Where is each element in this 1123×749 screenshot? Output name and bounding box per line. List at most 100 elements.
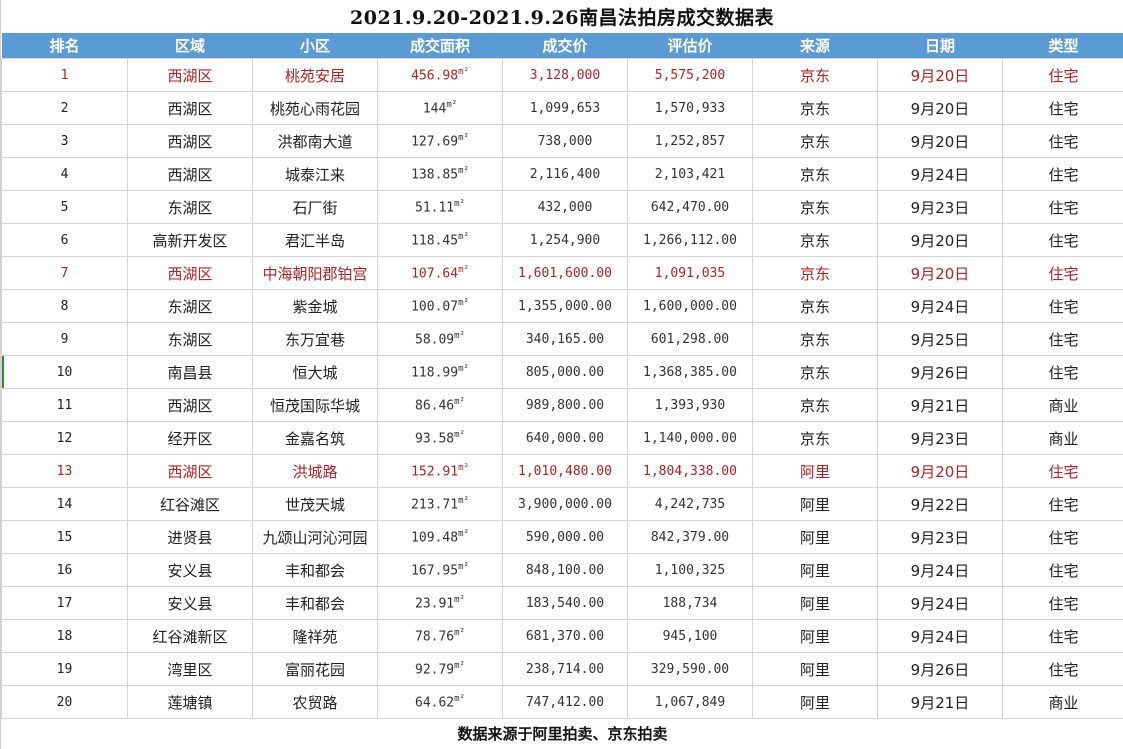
table-row[interactable]: 16 安义县 丰和都会 167.95m² 848,100.00 1,100,325 阿里 9月… xyxy=(1,553,1123,587)
district-cell[interactable]: 西湖区 xyxy=(127,124,253,158)
rank-cell[interactable]: 18 xyxy=(1,619,128,653)
deal-price-cell[interactable]: 340,165.00 xyxy=(502,322,628,356)
deal-price-cell[interactable]: 848,100.00 xyxy=(502,553,628,587)
deal-price-cell[interactable]: 681,370.00 xyxy=(502,619,628,653)
community-cell[interactable]: 东万宜巷 xyxy=(252,322,378,356)
rank-cell[interactable]: 4 xyxy=(1,157,128,191)
date-cell[interactable]: 9月26日 xyxy=(877,355,1003,389)
community-cell[interactable]: 恒大城 xyxy=(252,355,378,389)
area-cell[interactable]: 58.09m² xyxy=(377,322,503,356)
source-cell[interactable]: 阿里 xyxy=(752,685,878,719)
date-cell[interactable]: 9月23日 xyxy=(877,520,1003,554)
deal-price-cell[interactable]: 747,412.00 xyxy=(502,685,628,719)
column-header-district[interactable]: 区域 xyxy=(127,33,253,59)
area-cell[interactable]: 93.58m² xyxy=(377,421,503,455)
appraisal-cell[interactable]: 4,242,735 xyxy=(627,487,753,521)
column-header-appraisal[interactable]: 评估价 xyxy=(627,33,753,59)
appraisal-cell[interactable]: 1,266,112.00 xyxy=(627,223,753,257)
area-cell[interactable]: 23.91m² xyxy=(377,586,503,620)
date-cell[interactable]: 9月20日 xyxy=(877,223,1003,257)
district-cell[interactable]: 西湖区 xyxy=(127,157,253,191)
source-cell[interactable]: 京东 xyxy=(752,223,878,257)
deal-price-cell[interactable]: 989,800.00 xyxy=(502,388,628,422)
district-cell[interactable]: 南昌县 xyxy=(127,355,253,389)
type-cell[interactable]: 住宅 xyxy=(1002,223,1123,257)
source-cell[interactable]: 阿里 xyxy=(752,586,878,620)
rank-cell[interactable]: 16 xyxy=(1,553,128,587)
area-cell[interactable]: 118.45m² xyxy=(377,223,503,257)
rank-cell[interactable]: 9 xyxy=(1,322,128,356)
date-cell[interactable]: 9月20日 xyxy=(877,124,1003,158)
community-cell[interactable]: 桃苑心雨花园 xyxy=(252,91,378,125)
source-cell[interactable]: 阿里 xyxy=(752,553,878,587)
table-row[interactable]: 12 经开区 金嘉名筑 93.58m² 640,000.00 1,140,000.00 京东… xyxy=(1,421,1123,455)
table-row[interactable]: 3 西湖区 洪都南大道 127.69m² 738,000 1,252,857 京东 9月20日… xyxy=(1,124,1123,158)
source-cell[interactable]: 阿里 xyxy=(752,619,878,653)
column-header-area[interactable]: 成交面积 xyxy=(377,33,503,59)
rank-cell[interactable]: 8 xyxy=(1,289,128,323)
appraisal-cell[interactable]: 945,100 xyxy=(627,619,753,653)
type-cell[interactable]: 住宅 xyxy=(1002,652,1123,686)
rank-cell[interactable]: 3 xyxy=(1,124,128,158)
area-cell[interactable]: 92.79m² xyxy=(377,652,503,686)
community-cell[interactable]: 世茂天城 xyxy=(252,487,378,521)
type-cell[interactable]: 住宅 xyxy=(1002,91,1123,125)
community-cell[interactable]: 紫金城 xyxy=(252,289,378,323)
deal-price-cell[interactable]: 1,099,653 xyxy=(502,91,628,125)
community-cell[interactable]: 九颂山河沁河园 xyxy=(252,520,378,554)
community-cell[interactable]: 城泰江来 xyxy=(252,157,378,191)
district-cell[interactable]: 进贤县 xyxy=(127,520,253,554)
type-cell[interactable]: 住宅 xyxy=(1002,619,1123,653)
type-cell[interactable]: 商业 xyxy=(1002,421,1123,455)
district-cell[interactable]: 红谷滩区 xyxy=(127,487,253,521)
column-header-rank[interactable]: 排名 xyxy=(1,33,128,59)
table-row[interactable]: 9 东湖区 东万宜巷 58.09m² 340,165.00 601,298.00 京东 9月2… xyxy=(1,322,1123,356)
district-cell[interactable]: 东湖区 xyxy=(127,289,253,323)
deal-price-cell[interactable]: 1,010,480.00 xyxy=(502,454,628,488)
area-cell[interactable]: 144m² xyxy=(377,91,503,125)
date-cell[interactable]: 9月23日 xyxy=(877,190,1003,224)
appraisal-cell[interactable]: 601,298.00 xyxy=(627,322,753,356)
appraisal-cell[interactable]: 1,368,385.00 xyxy=(627,355,753,389)
table-row[interactable]: 11 西湖区 恒茂国际华城 86.46m² 989,800.00 1,393,930 京东 9… xyxy=(1,388,1123,422)
rank-cell[interactable]: 1 xyxy=(1,58,128,92)
community-cell[interactable]: 中海朝阳郡铂宫 xyxy=(252,256,378,290)
date-cell[interactable]: 9月20日 xyxy=(877,256,1003,290)
source-cell[interactable]: 阿里 xyxy=(752,520,878,554)
table-row[interactable]: 7 西湖区 中海朝阳郡铂宫 107.64m² 1,601,600.00 1,091,035… xyxy=(1,256,1123,290)
rank-cell[interactable]: 20 xyxy=(1,685,128,719)
source-cell[interactable]: 京东 xyxy=(752,355,878,389)
column-header-community[interactable]: 小区 xyxy=(252,33,378,59)
table-row[interactable]: 2 西湖区 桃苑心雨花园 144m² 1,099,653 1,570,933 京东 9月20日… xyxy=(1,91,1123,125)
area-cell[interactable]: 456.98m² xyxy=(377,58,503,92)
deal-price-cell[interactable]: 238,714.00 xyxy=(502,652,628,686)
source-cell[interactable]: 京东 xyxy=(752,157,878,191)
area-cell[interactable]: 78.76m² xyxy=(377,619,503,653)
district-cell[interactable]: 西湖区 xyxy=(127,388,253,422)
appraisal-cell[interactable]: 1,140,000.00 xyxy=(627,421,753,455)
rank-cell[interactable]: 11 xyxy=(1,388,128,422)
appraisal-cell[interactable]: 1,570,933 xyxy=(627,91,753,125)
type-cell[interactable]: 住宅 xyxy=(1002,256,1123,290)
date-cell[interactable]: 9月24日 xyxy=(877,289,1003,323)
table-row[interactable]: 17 安义县 丰和都会 23.91m² 183,540.00 188,734 阿里 9月24日… xyxy=(1,586,1123,620)
area-cell[interactable]: 64.62m² xyxy=(377,685,503,719)
type-cell[interactable]: 住宅 xyxy=(1002,355,1123,389)
table-row[interactable]: 4 西湖区 城泰江来 138.85m² 2,116,400 2,103,421 京东 9月24… xyxy=(1,157,1123,191)
column-header-deal-price[interactable]: 成交价 xyxy=(502,33,628,59)
appraisal-cell[interactable]: 188,734 xyxy=(627,586,753,620)
date-cell[interactable]: 9月26日 xyxy=(877,652,1003,686)
area-cell[interactable]: 152.91m² xyxy=(377,454,503,488)
deal-price-cell[interactable]: 738,000 xyxy=(502,124,628,158)
appraisal-cell[interactable]: 1,804,338.00 xyxy=(627,454,753,488)
deal-price-cell[interactable]: 3,900,000.00 xyxy=(502,487,628,521)
date-cell[interactable]: 9月22日 xyxy=(877,487,1003,521)
type-cell[interactable]: 住宅 xyxy=(1002,520,1123,554)
table-row[interactable]: 14 红谷滩区 世茂天城 213.71m² 3,900,000.00 4,242,735 阿… xyxy=(1,487,1123,521)
appraisal-cell[interactable]: 1,100,325 xyxy=(627,553,753,587)
community-cell[interactable]: 洪都南大道 xyxy=(252,124,378,158)
area-cell[interactable]: 167.95m² xyxy=(377,553,503,587)
community-cell[interactable]: 石厂街 xyxy=(252,190,378,224)
deal-price-cell[interactable]: 2,116,400 xyxy=(502,157,628,191)
table-row[interactable]: 8 东湖区 紫金城 100.07m² 1,355,000.00 1,600,000.00 京… xyxy=(1,289,1123,323)
